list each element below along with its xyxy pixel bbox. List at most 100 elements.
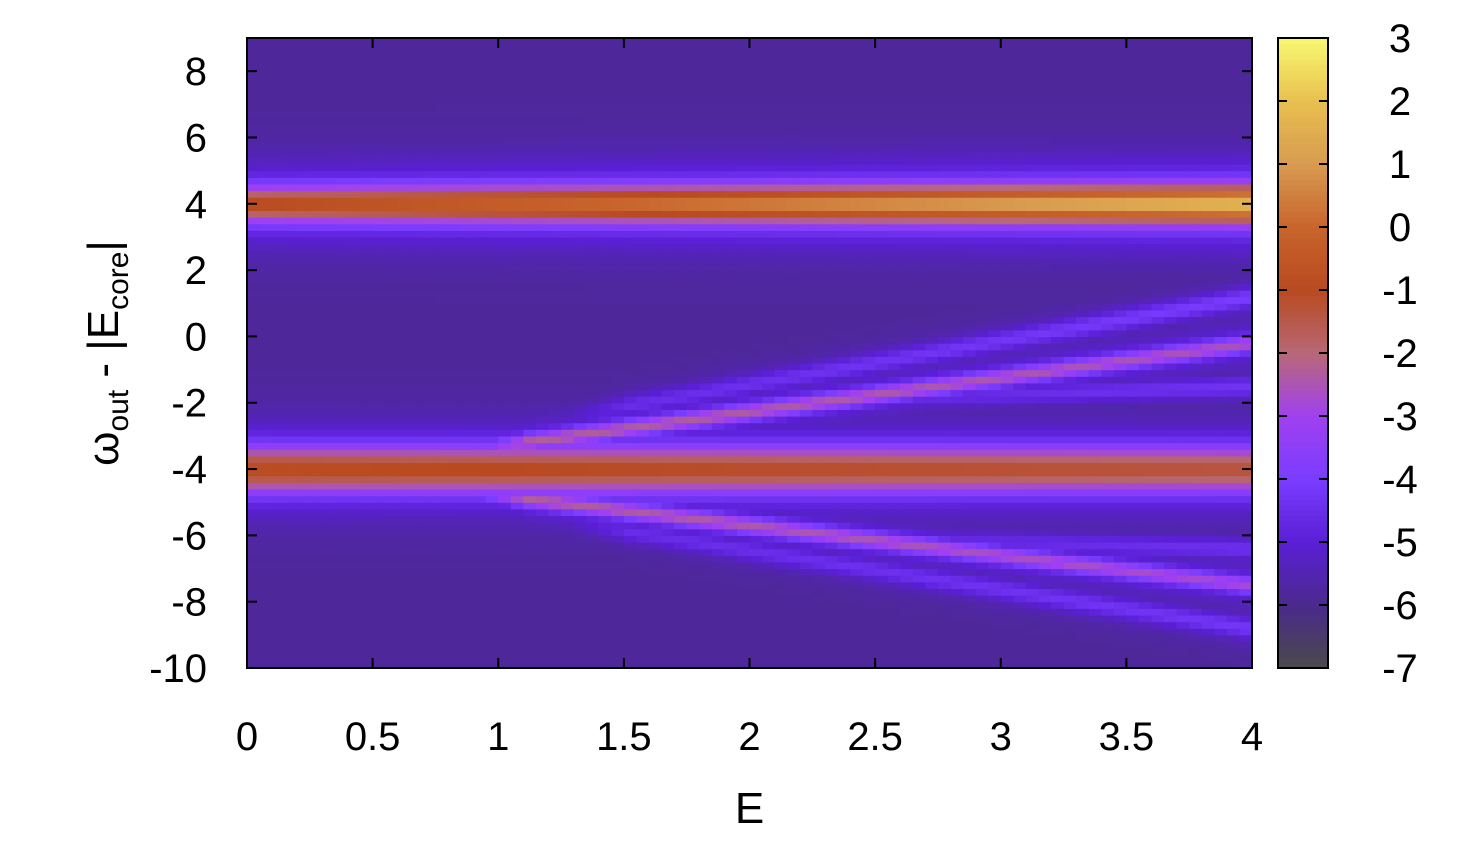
heatmap-cell	[736, 170, 751, 178]
heatmap-cell	[435, 44, 449, 52]
heatmap-cell	[448, 442, 462, 450]
heatmap-cell	[649, 581, 663, 590]
heatmap-cell	[334, 71, 349, 79]
heatmap-cell	[824, 84, 839, 92]
heatmap-cell	[837, 57, 851, 66]
heatmap-cell	[448, 449, 462, 457]
heatmap-cell	[372, 621, 386, 629]
heatmap-cell	[309, 561, 323, 570]
heatmap-cell	[636, 555, 650, 563]
heatmap-cell	[485, 482, 499, 490]
heatmap-cell	[850, 117, 864, 125]
heatmap-cell	[686, 217, 700, 225]
heatmap-cell	[598, 217, 612, 225]
heatmap-cell	[598, 416, 612, 424]
heatmap-cell	[649, 575, 663, 583]
heatmap-cell	[523, 290, 537, 298]
heatmap-cell	[674, 469, 688, 477]
heatmap-cell	[762, 343, 776, 351]
heatmap-cell	[812, 91, 826, 99]
heatmap-cell	[875, 137, 889, 145]
heatmap-cell	[711, 402, 725, 410]
heatmap-cell	[460, 336, 474, 344]
heatmap-cell	[674, 130, 688, 139]
heatmap-cell	[309, 475, 323, 483]
heatmap-cell	[385, 197, 399, 205]
heatmap-cell	[875, 581, 889, 590]
heatmap-cell	[360, 110, 374, 119]
heatmap-cell	[774, 309, 788, 318]
heatmap-cell	[699, 309, 713, 318]
heatmap-cell	[347, 561, 361, 570]
heatmap-cell	[498, 508, 512, 517]
heatmap-cell	[850, 561, 864, 570]
heatmap-cell	[360, 203, 374, 212]
heatmap-cell	[435, 97, 449, 105]
heatmap-cell	[887, 435, 901, 444]
heatmap-cell	[284, 469, 298, 477]
heatmap-cell	[787, 38, 801, 46]
heatmap-cell	[736, 250, 751, 258]
heatmap-cell	[850, 648, 864, 656]
heatmap-cell	[812, 124, 826, 132]
heatmap-cell	[611, 223, 625, 231]
heatmap-cell	[862, 382, 876, 391]
heatmap-cell	[674, 535, 688, 543]
heatmap-cell	[498, 97, 512, 105]
heatmap-cell	[284, 369, 298, 377]
heatmap-cell	[774, 236, 788, 245]
heatmap-cell	[372, 236, 386, 245]
heatmap-cell	[699, 455, 713, 464]
heatmap-cell	[623, 190, 638, 198]
heatmap-cell	[573, 309, 587, 318]
heatmap-cell	[498, 217, 512, 225]
heatmap-cell	[372, 402, 386, 410]
heatmap-cell	[875, 144, 889, 152]
heatmap-cell	[422, 71, 437, 79]
heatmap-cell	[649, 236, 663, 245]
heatmap-cell	[435, 654, 449, 662]
heatmap-cell	[297, 369, 311, 377]
heatmap-cell	[586, 522, 600, 530]
heatmap-cell	[535, 303, 550, 311]
heatmap-cell	[850, 641, 864, 649]
heatmap-cell	[561, 236, 575, 245]
heatmap-cell	[473, 130, 487, 139]
heatmap-cell	[259, 38, 273, 46]
heatmap-cell	[561, 164, 575, 172]
heatmap-cell	[674, 263, 688, 271]
heatmap-cell	[711, 336, 725, 344]
heatmap-cell	[787, 535, 801, 543]
heatmap-cell	[586, 64, 600, 72]
heatmap-cell	[272, 197, 286, 205]
heatmap-cell	[850, 595, 864, 603]
heatmap-cell	[649, 555, 663, 563]
heatmap-cell	[674, 575, 688, 583]
heatmap-cell	[724, 97, 738, 105]
heatmap-cell	[699, 601, 713, 609]
heatmap-cell	[460, 382, 474, 391]
heatmap-cell	[799, 469, 813, 477]
heatmap-cell	[247, 515, 261, 523]
heatmap-cell	[850, 283, 864, 291]
heatmap-cell	[724, 508, 738, 517]
heatmap-cell	[422, 256, 437, 265]
heatmap-cell	[473, 323, 487, 331]
heatmap-cell	[762, 110, 776, 119]
heatmap-cell	[385, 469, 399, 477]
heatmap-cell	[259, 157, 273, 165]
heatmap-cell	[573, 608, 587, 616]
heatmap-cell	[862, 263, 876, 271]
heatmap-cell	[875, 575, 889, 583]
heatmap-cell	[686, 203, 700, 212]
heatmap-cell	[623, 508, 638, 517]
heatmap-cell	[259, 422, 273, 430]
heatmap-cell	[636, 164, 650, 172]
heatmap-cell	[787, 144, 801, 152]
heatmap-cell	[686, 183, 700, 192]
heatmap-cell	[397, 462, 411, 470]
heatmap-cell	[649, 561, 663, 570]
heatmap-cell	[749, 276, 763, 284]
heatmap-cell	[699, 164, 713, 172]
heatmap-cell	[611, 64, 625, 72]
